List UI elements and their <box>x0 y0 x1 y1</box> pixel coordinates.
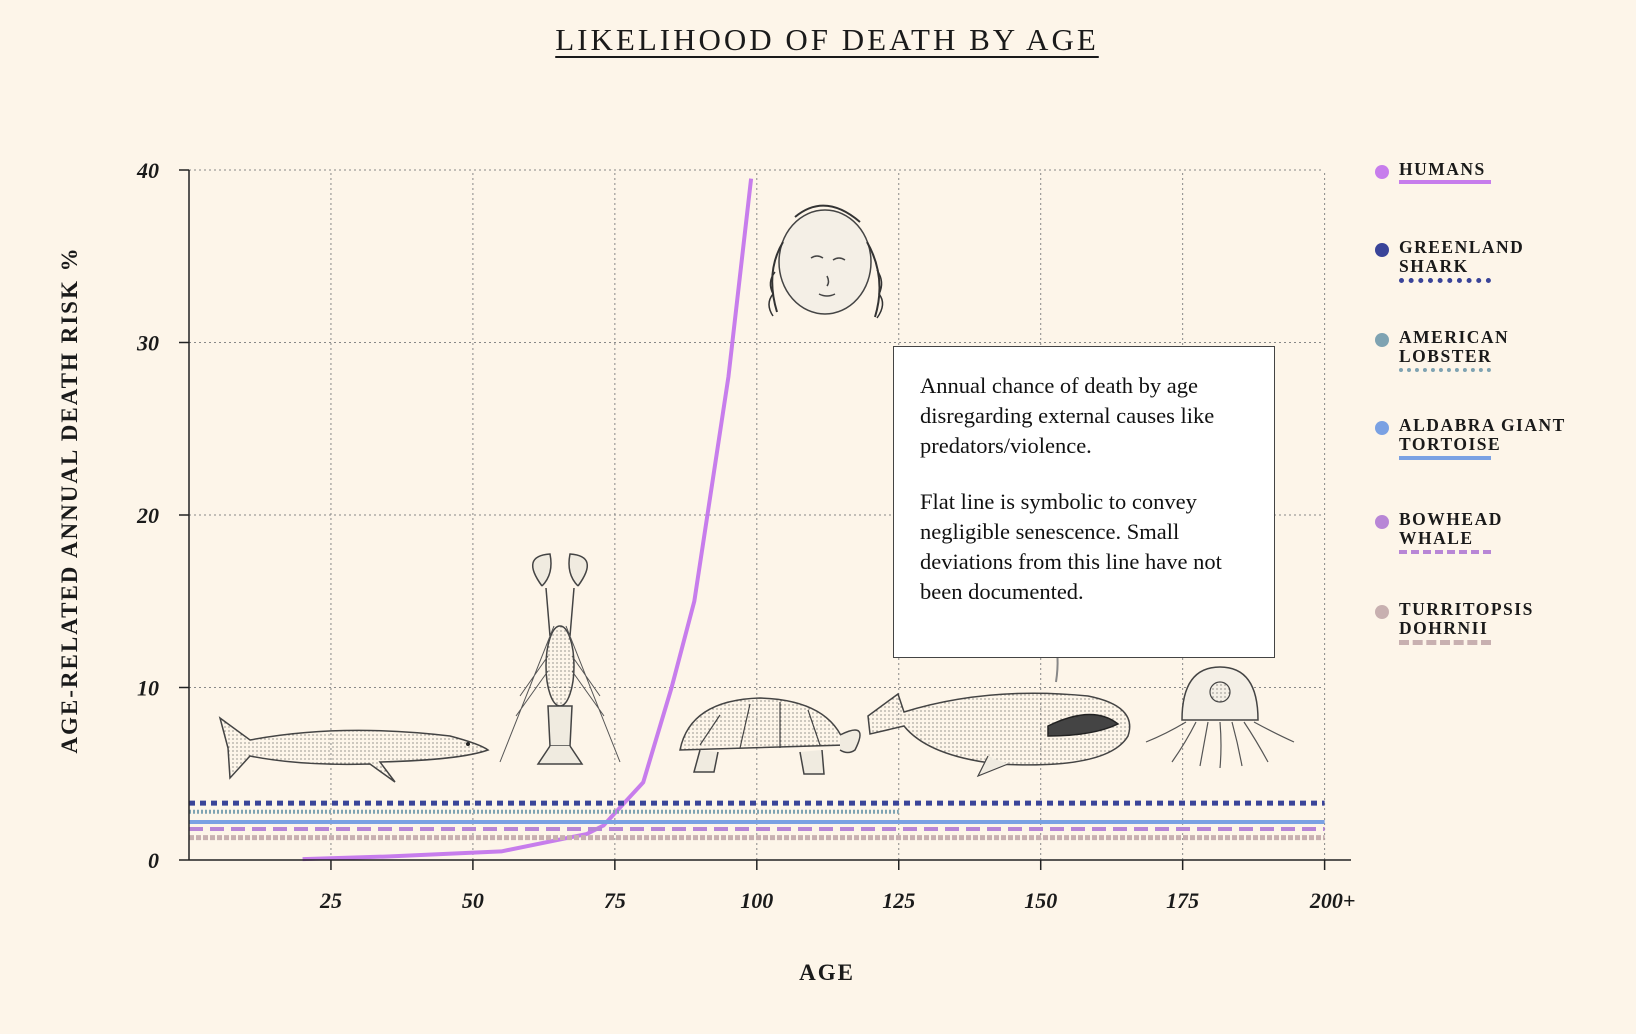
annotation-text-2: Flat line is symbolic to convey negligib… <box>920 489 1222 604</box>
y-tick-label: 20 <box>136 503 159 528</box>
annotation-text-1: Annual chance of death by age disregardi… <box>920 373 1215 458</box>
x-tick-label: 125 <box>882 888 915 913</box>
legend-dot-icon <box>1375 333 1389 347</box>
legend-dot-icon <box>1375 515 1389 529</box>
legend-label: GREENLAND SHARK <box>1399 237 1525 276</box>
legend-line-swatch <box>1399 368 1491 372</box>
x-tick-label: 50 <box>462 888 484 913</box>
y-tick-label: 0 <box>148 848 159 873</box>
x-tick-label: 175 <box>1166 888 1199 913</box>
legend-line-swatch <box>1399 278 1491 283</box>
legend-label: HUMANS <box>1399 159 1486 179</box>
legend-line-swatch <box>1399 550 1491 554</box>
y-tick-label: 40 <box>136 158 159 183</box>
x-tick-label: 25 <box>319 888 342 913</box>
axes: 0 10 20 30 40 25 50 75 100 125 150 175 200+ <box>136 158 1355 913</box>
x-tick-label: 100 <box>740 888 773 913</box>
legend-line-swatch <box>1399 456 1491 460</box>
legend-label: TURRITOPSIS DOHRNII <box>1399 599 1534 638</box>
legend-line-swatch <box>1399 180 1491 184</box>
chart-title: LIKELIHOOD OF DEATH BY AGE <box>555 22 1099 57</box>
greenland-shark-illustration <box>218 716 490 783</box>
legend-label: ALDABRA GIANT TORTOISE <box>1399 415 1566 454</box>
legend-dot-icon <box>1375 243 1389 257</box>
legend-dot-icon <box>1375 605 1389 619</box>
turritopsis-illustration <box>1145 666 1295 769</box>
american-lobster-illustration <box>499 553 621 765</box>
x-tick-label: 200+ <box>1309 888 1356 913</box>
legend-label: AMERICAN LOBSTER <box>1399 327 1510 366</box>
y-tick-label: 10 <box>137 676 159 701</box>
human-head-illustration <box>768 204 884 319</box>
bowhead-whale-illustration <box>867 635 1131 778</box>
x-axis-label: AGE <box>799 960 855 985</box>
animal-illustrations <box>218 204 1295 783</box>
legend-line-swatch <box>1399 640 1491 645</box>
legend-dot-icon <box>1375 165 1389 179</box>
legend-dot-icon <box>1375 421 1389 435</box>
tortoise-illustration <box>679 697 861 775</box>
legend-label: BOWHEAD WHALE <box>1399 509 1503 548</box>
x-tick-label: 75 <box>604 888 626 913</box>
y-tick-label: 30 <box>136 331 159 356</box>
annotation-box: Annual chance of death by age disregardi… <box>893 346 1275 658</box>
x-tick-label: 150 <box>1024 888 1057 913</box>
series-lines <box>189 178 1325 862</box>
